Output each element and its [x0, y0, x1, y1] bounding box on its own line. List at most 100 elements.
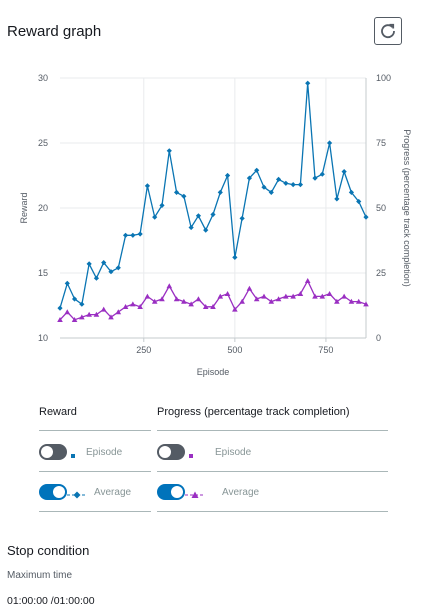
data-point-progress — [64, 309, 71, 315]
data-point-reward — [341, 169, 347, 175]
divider — [157, 471, 388, 472]
data-point-progress — [334, 298, 340, 304]
data-point-reward — [283, 180, 289, 186]
data-point-progress — [166, 283, 173, 289]
data-point-progress — [159, 296, 165, 302]
refresh-button[interactable] — [374, 17, 402, 45]
data-point-reward — [195, 213, 202, 219]
y-tick-label: 20 — [38, 203, 48, 213]
reward-episode-label: Episode — [86, 447, 123, 458]
x-tick-label: 500 — [227, 345, 242, 355]
data-point-progress — [297, 291, 304, 296]
y-tick-label: 30 — [38, 73, 48, 83]
y-axis-ticks: 10 15 20 25 30 — [38, 73, 48, 343]
data-point-progress — [86, 311, 92, 317]
data-point-progress — [326, 291, 333, 296]
data-point-progress — [115, 309, 122, 315]
progress-average-line-icon — [185, 487, 205, 505]
data-point-progress — [348, 298, 355, 304]
data-point-reward — [210, 211, 216, 218]
data-point-reward — [159, 202, 165, 208]
reward-average-toggle[interactable] — [39, 484, 67, 500]
data-point-reward — [305, 80, 311, 86]
maximum-time-label: Maximum time — [7, 570, 73, 581]
x-axis-ticks: 250 500 750 — [136, 338, 333, 355]
data-point-progress — [304, 278, 311, 283]
data-point-progress — [210, 304, 216, 309]
data-point-progress — [93, 311, 100, 317]
progress-legend-header: Progress (percentage track completion) — [157, 406, 350, 418]
data-point-reward — [64, 280, 70, 286]
data-point-progress — [232, 306, 238, 312]
page-title: Reward graph — [7, 23, 102, 40]
data-point-reward — [312, 175, 318, 181]
data-point-progress — [312, 293, 318, 299]
data-point-progress — [261, 293, 267, 299]
divider — [39, 511, 151, 512]
data-point-reward — [115, 265, 121, 271]
data-point-reward — [356, 198, 362, 205]
progress-episode-toggle[interactable] — [157, 444, 185, 460]
data-point-progress — [151, 298, 158, 304]
divider — [157, 430, 388, 431]
reward-average-label: Average — [94, 487, 132, 498]
data-point-reward — [188, 224, 194, 231]
data-point-reward — [232, 254, 238, 260]
data-point-reward — [108, 269, 114, 275]
chart-grid — [60, 77, 367, 339]
series-line-progress — [59, 279, 367, 321]
data-point-reward — [152, 214, 158, 220]
data-point-progress — [319, 293, 326, 299]
y2-tick-label: 75 — [376, 138, 386, 148]
data-point-progress — [173, 296, 180, 302]
y2-axis-ticks: 0 25 50 75 100 — [376, 73, 391, 343]
y2-tick-label: 100 — [376, 73, 391, 83]
data-point-progress — [275, 296, 282, 302]
y-tick-label: 15 — [38, 268, 48, 278]
data-point-reward — [181, 193, 187, 199]
y-tick-label: 10 — [38, 333, 48, 343]
data-point-reward — [93, 275, 100, 281]
reward-legend-header: Reward — [39, 406, 77, 418]
data-point-reward — [144, 183, 151, 189]
data-point-progress — [239, 298, 245, 304]
y2-tick-label: 0 — [376, 333, 381, 343]
data-point-reward — [224, 172, 231, 179]
reward-episode-toggle[interactable] — [39, 444, 67, 460]
divider — [39, 471, 151, 472]
data-point-progress — [224, 291, 231, 296]
data-point-progress — [71, 317, 78, 322]
refresh-icon — [381, 23, 395, 39]
data-point-reward — [326, 140, 333, 146]
y-axis-label: Reward — [19, 192, 29, 223]
series-line-reward — [59, 83, 367, 309]
data-point-reward — [166, 148, 172, 154]
data-point-reward — [130, 232, 136, 238]
data-point-reward — [290, 182, 296, 188]
data-point-progress — [108, 314, 114, 320]
data-point-progress — [137, 304, 143, 309]
data-point-progress — [57, 317, 63, 322]
x-axis-label: Episode — [197, 367, 230, 377]
reward-episode-marker-icon — [70, 446, 76, 464]
data-point-reward — [261, 184, 267, 190]
data-point-progress — [100, 306, 107, 312]
y2-tick-label: 25 — [376, 268, 386, 278]
divider — [157, 511, 388, 512]
data-point-progress — [195, 296, 202, 302]
data-point-reward — [122, 232, 129, 238]
data-point-reward — [86, 261, 92, 267]
data-point-reward — [203, 227, 209, 233]
progress-average-toggle[interactable] — [157, 484, 185, 500]
data-point-progress — [355, 298, 362, 304]
divider — [39, 430, 151, 431]
x-tick-label: 750 — [318, 345, 333, 355]
data-point-progress — [363, 301, 369, 307]
data-point-progress — [290, 293, 296, 299]
reward-average-line-icon — [67, 487, 87, 505]
y2-axis-label: Progress (percentage track completion) — [402, 129, 412, 287]
data-point-reward — [239, 215, 245, 221]
x-tick-label: 250 — [136, 345, 151, 355]
data-point-progress — [268, 298, 275, 304]
data-point-progress — [144, 293, 151, 299]
